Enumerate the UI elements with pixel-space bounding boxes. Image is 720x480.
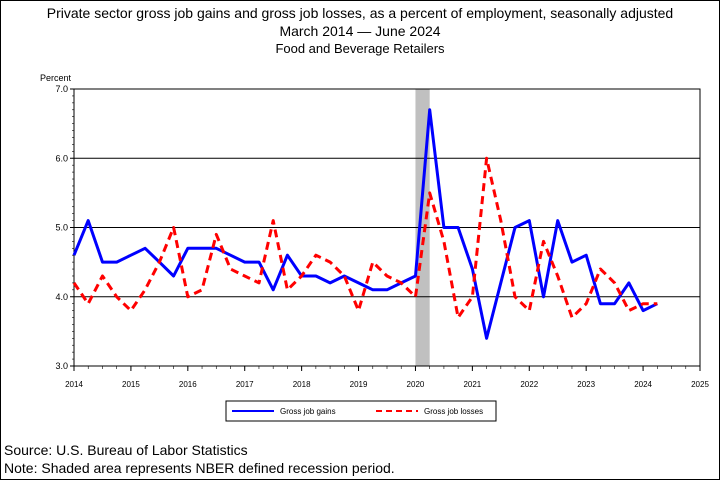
y-tick-label: 4.0: [55, 292, 68, 302]
legend-box: [225, 400, 497, 422]
x-tick-label: 2022: [520, 380, 538, 389]
y-axis-label: Percent: [40, 73, 72, 83]
x-tick-label: 2017: [236, 380, 254, 389]
series-group: [72, 108, 658, 340]
x-tick-label: 2018: [293, 380, 311, 389]
subtitle-end: June 2024: [375, 23, 441, 39]
y-axis-group: 3.0 4.0 5.0 6.0 7.0: [55, 84, 74, 371]
legend-label-gains: Gross job gains: [280, 407, 336, 416]
chart-title: Private sector gross job gains and gross…: [46, 5, 674, 21]
x-tick-label: 2020: [407, 380, 425, 389]
chart-titles: Private sector gross job gains and gross…: [0, 4, 720, 58]
series-gross-job-losses: [72, 156, 658, 319]
x-axis-group: 2014 2015 2016 2017 2018 2019 2020 2021 2022 2023…: [65, 366, 709, 389]
series-gross-job-gains: [72, 108, 658, 340]
y-tick-label: 3.0: [55, 361, 68, 371]
chart-subtitle: March 2014 — June 2024: [0, 22, 720, 40]
x-tick-label: 2024: [634, 380, 652, 389]
legend: Gross job gains Gross job losses: [225, 400, 497, 422]
y-tick-label: 5.0: [55, 223, 68, 233]
line-chart: 3.0 4.0 5.0 6.0 7.0 2014 2015 2016 2017 2018 2019…: [40, 73, 709, 422]
subtitle-dash: —: [357, 23, 376, 39]
legend-label-losses: Gross job losses: [424, 407, 483, 416]
chart-industry: Food and Beverage Retailers: [275, 41, 445, 56]
recession-note: Note: Shaded area represents NBER define…: [4, 460, 395, 476]
x-tick-label: 2014: [65, 380, 83, 389]
source-note: Source: U.S. Bureau of Labor Statistics: [4, 442, 248, 458]
x-tick-label: 2015: [122, 380, 140, 389]
y-tick-label: 6.0: [55, 153, 68, 163]
x-tick-label: 2016: [179, 380, 197, 389]
gridlines-group: [74, 157, 700, 298]
x-tick-label: 2023: [577, 380, 595, 389]
x-tick-label: 2025: [691, 380, 709, 389]
x-tick-label: 2021: [463, 380, 481, 389]
subtitle-start: March 2014: [279, 23, 354, 39]
x-tick-label: 2019: [350, 380, 368, 389]
y-tick-label: 7.0: [55, 84, 68, 94]
